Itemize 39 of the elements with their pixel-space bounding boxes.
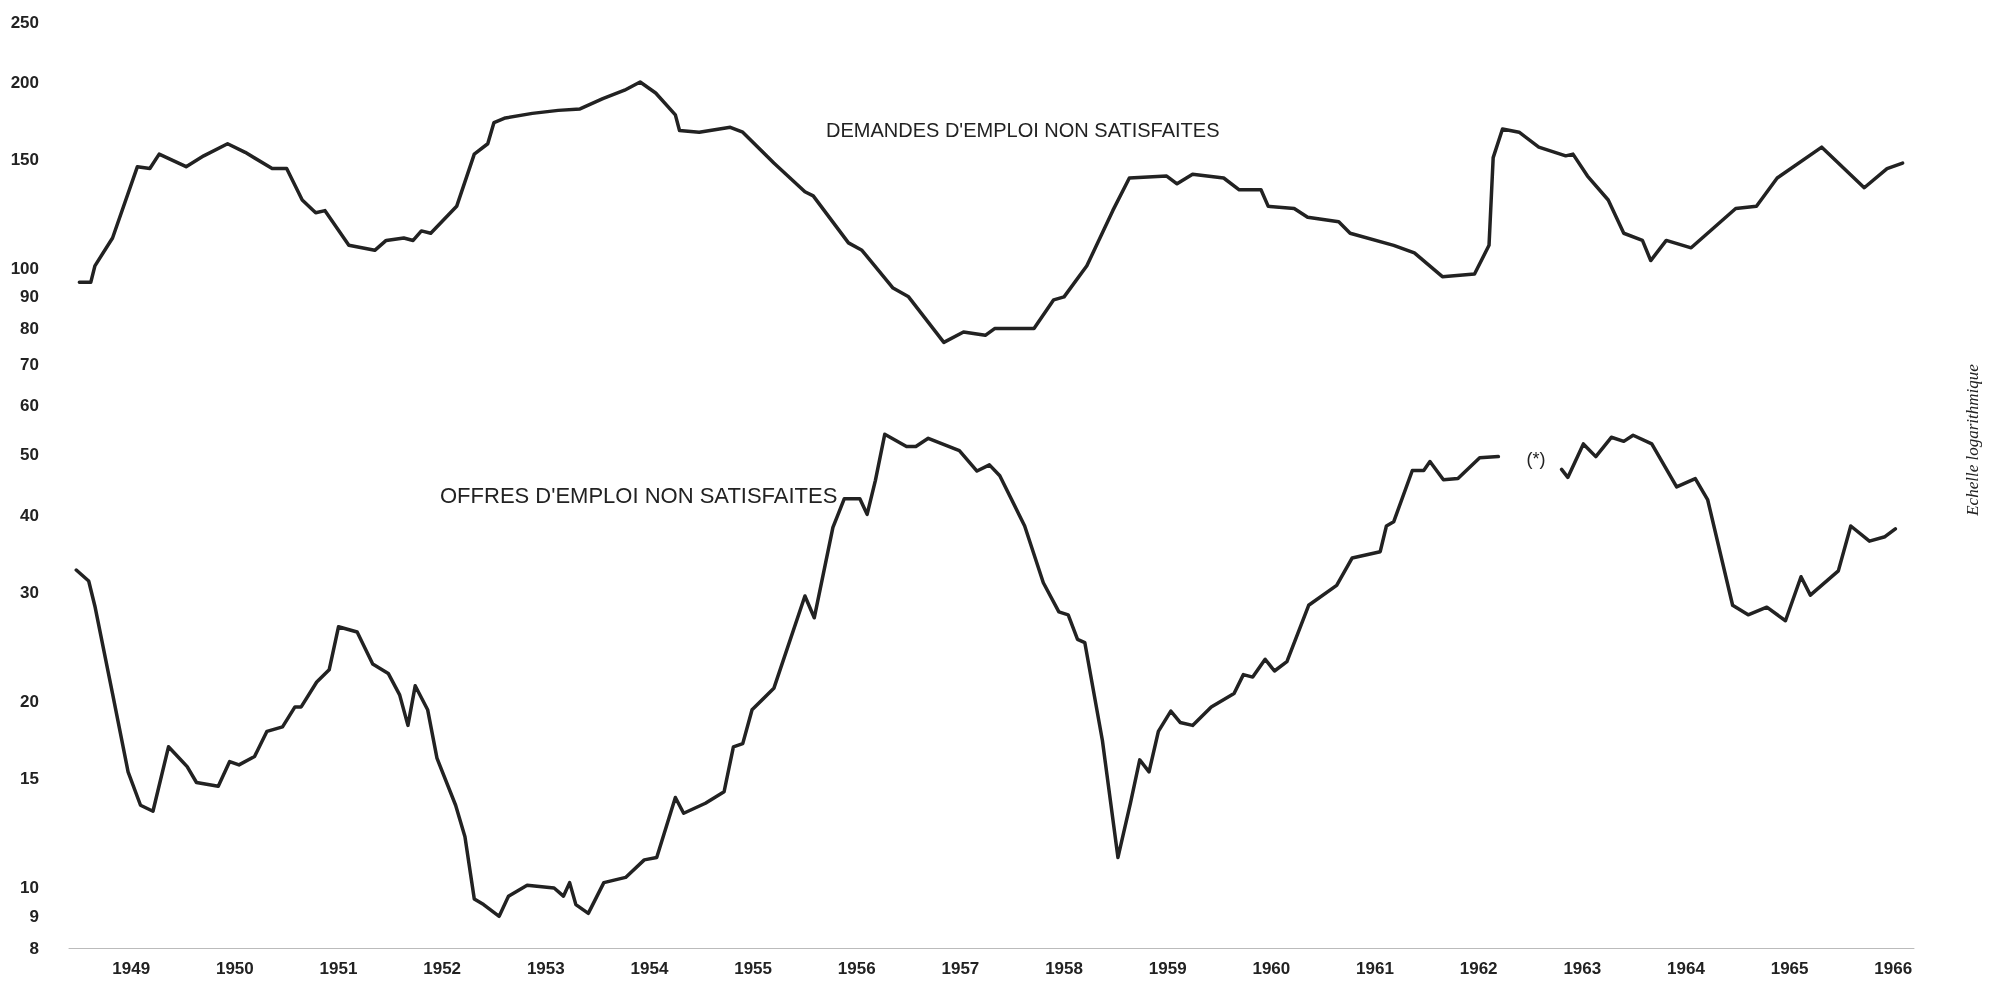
y-tick-label: 200 [10,72,39,92]
x-tick-label: 1954 [630,959,669,978]
x-tick-label: 1966 [1874,959,1913,978]
y-tick-label: 150 [10,149,39,169]
y-tick-label: 30 [20,582,39,602]
y-tick-label: 80 [20,319,39,339]
annotation: (*) [1526,449,1546,469]
x-tick-label: 1950 [215,959,254,978]
x-tick-label: 1952 [423,959,462,978]
y-tick-label: 20 [20,691,39,711]
line-series [77,80,1905,345]
x-tick-label: 1964 [1667,959,1706,978]
x-tick-label: 1960 [1252,959,1291,978]
y-tick-label: 70 [20,354,39,374]
y-axis-title: Echelle logarithmique [1962,363,1982,517]
y-tick-label: 15 [20,769,39,789]
x-tick-label: 1963 [1563,959,1602,978]
y-tick-label: 40 [20,505,39,525]
y-tick-label: 50 [20,445,39,465]
y-tick-label: 100 [10,259,39,279]
x-tick-label: 1957 [941,959,980,978]
y-tick-label: 250 [10,12,39,32]
x-tick-label: 1953 [526,959,565,978]
series-label: DEMANDES D'EMPLOI NON SATISFAITES [826,119,1220,141]
y-tick-label: 10 [20,878,39,898]
series-label: OFFRES D'EMPLOI NON SATISFAITES [440,482,838,508]
x-tick-label: 1951 [319,959,358,978]
x-tick-label: 1955 [734,959,773,978]
y-tick-label: 8 [29,938,39,958]
y-tick-label: 60 [20,396,39,416]
x-tick-label: 1959 [1148,959,1187,978]
x-tick-label: 1949 [112,959,151,978]
x-tick-label: 1962 [1459,959,1498,978]
y-tick-label: 90 [20,287,39,307]
x-tick-label: 1961 [1356,959,1394,978]
x-tick-label: 1956 [837,959,876,978]
x-tick-label: 1958 [1045,959,1083,978]
y-tick-label: 9 [29,906,39,926]
x-tick-label: 1965 [1770,959,1809,978]
